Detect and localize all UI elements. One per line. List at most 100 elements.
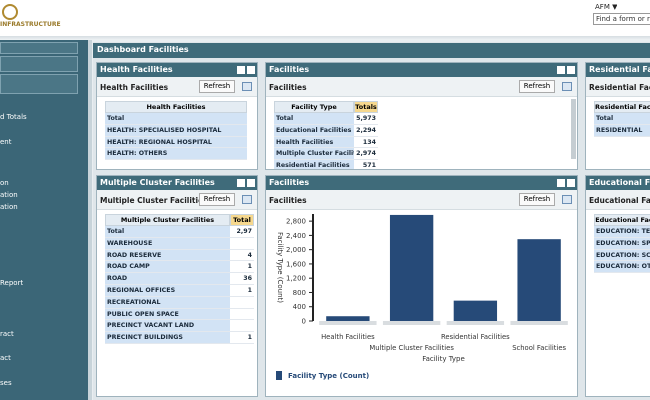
table-cell: Residential Facilities bbox=[274, 160, 354, 169]
sidebar-item[interactable]: ract bbox=[0, 330, 14, 338]
sidebar-box bbox=[0, 56, 78, 72]
y-tick-label: 2,800 bbox=[286, 218, 306, 226]
sidebar-item[interactable]: d Totals bbox=[0, 113, 27, 121]
bar bbox=[453, 300, 498, 321]
sidebar-item[interactable]: Report bbox=[0, 279, 24, 287]
panel-title: Educational Faci bbox=[586, 176, 650, 190]
table-header: Residential Faciliti bbox=[594, 101, 650, 113]
panel-icon[interactable] bbox=[247, 66, 255, 74]
table-cell: HEALTH: OTHERS bbox=[105, 148, 247, 161]
panel-icon[interactable] bbox=[237, 66, 245, 74]
panel-toolbar bbox=[586, 190, 650, 210]
legend-label: Facility Type (Count) bbox=[288, 372, 369, 380]
panel-icon[interactable] bbox=[567, 179, 575, 187]
table-cell: WAREHOUSE bbox=[105, 237, 230, 250]
chart: 0 400 800 1,200 1,600 2,000 2,400 2,800 Health F… bbox=[276, 214, 568, 380]
calendar-icon[interactable] bbox=[562, 195, 572, 204]
y-tick-label: 1,600 bbox=[286, 260, 306, 268]
sidebar-item[interactable]: ent bbox=[0, 138, 12, 146]
user-menu[interactable]: AFM ▼ bbox=[595, 3, 618, 11]
panel-icon[interactable] bbox=[247, 179, 255, 187]
table-cell: 134 bbox=[354, 136, 378, 149]
table-cell: EDUCATION: SCHO bbox=[594, 249, 650, 262]
table-cell bbox=[230, 320, 254, 333]
sidebar-box bbox=[0, 74, 78, 94]
panel-icon[interactable] bbox=[567, 66, 575, 74]
sidebar-item[interactable]: ses bbox=[0, 379, 12, 387]
y-tick-label: 400 bbox=[293, 303, 306, 311]
panel-subtitle: Facilities bbox=[269, 196, 307, 205]
header bbox=[0, 0, 650, 37]
table-header: Total bbox=[230, 214, 254, 226]
table-cell: PUBLIC OPEN SPACE bbox=[105, 308, 230, 321]
calendar-icon[interactable] bbox=[242, 82, 252, 91]
table-cell: EDUCATION: SPEC bbox=[594, 237, 650, 250]
y-tick-label: 2,000 bbox=[286, 246, 306, 254]
panel-title: Multiple Cluster Facilities bbox=[97, 176, 257, 190]
table-cell: ROAD RESERVE bbox=[105, 249, 230, 262]
refresh-button[interactable]: Refresh bbox=[199, 80, 235, 93]
table-cell: Total bbox=[274, 113, 354, 125]
panel-subtitle: Residential Facili bbox=[589, 83, 650, 92]
table-cell: Health Facilities bbox=[274, 136, 354, 149]
panel-subtitle: Educational Faci bbox=[589, 196, 650, 205]
bar-base bbox=[510, 321, 568, 325]
table-cell: EDUCATION: TERT bbox=[594, 226, 650, 238]
panel-icon[interactable] bbox=[557, 66, 565, 74]
table-header: Educational Fac bbox=[594, 214, 650, 226]
sidebar-item[interactable]: on bbox=[0, 179, 9, 187]
table-cell: ROAD bbox=[105, 273, 230, 285]
bar-base bbox=[319, 321, 377, 325]
table-cell: Total bbox=[105, 113, 247, 125]
scrollbar[interactable] bbox=[571, 99, 576, 159]
table-cell: 2,294 bbox=[354, 124, 378, 137]
table-cell bbox=[230, 308, 254, 321]
panel-subtitle: Facilities bbox=[269, 83, 307, 92]
panel-subtitle: Multiple Cluster Facilities bbox=[100, 196, 208, 205]
table-cell: 1 bbox=[230, 261, 254, 274]
table-cell: 1 bbox=[230, 332, 254, 344]
bar bbox=[389, 214, 434, 321]
y-tick-label: 800 bbox=[293, 289, 306, 297]
table-cell bbox=[230, 237, 254, 250]
refresh-button[interactable]: Refresh bbox=[519, 193, 555, 206]
panel: Educational Faci Educational Faci Educatio… bbox=[585, 175, 650, 397]
sidebar-item[interactable]: act bbox=[0, 354, 11, 362]
table-cell: PRECINCT VACANT LAND bbox=[105, 320, 230, 333]
panel-icon[interactable] bbox=[557, 179, 565, 187]
panel: Residential Facili Residential Facili Resi… bbox=[585, 62, 650, 170]
panel-toolbar bbox=[586, 77, 650, 97]
table-cell: REGIONAL OFFICES bbox=[105, 285, 230, 297]
panel-icon[interactable] bbox=[237, 179, 245, 187]
x-tick-label: School Facilities bbox=[512, 344, 566, 352]
table-header: Multiple Cluster Facilities bbox=[105, 214, 230, 226]
calendar-icon[interactable] bbox=[562, 82, 572, 91]
table-cell: Multiple Cluster Facilities bbox=[274, 148, 354, 161]
bar-base bbox=[446, 321, 505, 325]
table-cell: 36 bbox=[230, 273, 254, 285]
y-tick-label: 2,400 bbox=[286, 232, 306, 240]
calendar-icon[interactable] bbox=[242, 195, 252, 204]
panel: Facilities Facilities Refresh Facility Type… bbox=[265, 62, 578, 170]
panel: Facilities Facilities Refresh 0 400 800 1,200 1… bbox=[265, 175, 578, 397]
panel-subtitle: Health Facilities bbox=[100, 83, 169, 92]
sidebar-item[interactable]: ation bbox=[0, 203, 18, 211]
refresh-button[interactable]: Refresh bbox=[199, 193, 235, 206]
panel-title: Residential Facili bbox=[586, 63, 650, 77]
table-header: Totals bbox=[354, 101, 378, 113]
logo-text: INFRASTRUCTURE bbox=[0, 21, 61, 28]
sidebar-box bbox=[0, 42, 78, 54]
x-tick-label: Residential Facilities bbox=[441, 333, 510, 341]
y-tick-label: 0 bbox=[302, 318, 306, 326]
sidebar-item[interactable]: ation bbox=[0, 191, 18, 199]
table-cell: Total bbox=[105, 226, 230, 238]
table-header: Facility Type bbox=[274, 101, 354, 113]
refresh-button[interactable]: Refresh bbox=[519, 80, 555, 93]
search-input[interactable]: Find a form or repo bbox=[593, 13, 650, 25]
y-tick-label: 1,200 bbox=[286, 275, 306, 283]
panel-toolbar bbox=[266, 77, 577, 97]
table-cell: 571 bbox=[354, 160, 378, 169]
bar-base bbox=[382, 321, 441, 325]
